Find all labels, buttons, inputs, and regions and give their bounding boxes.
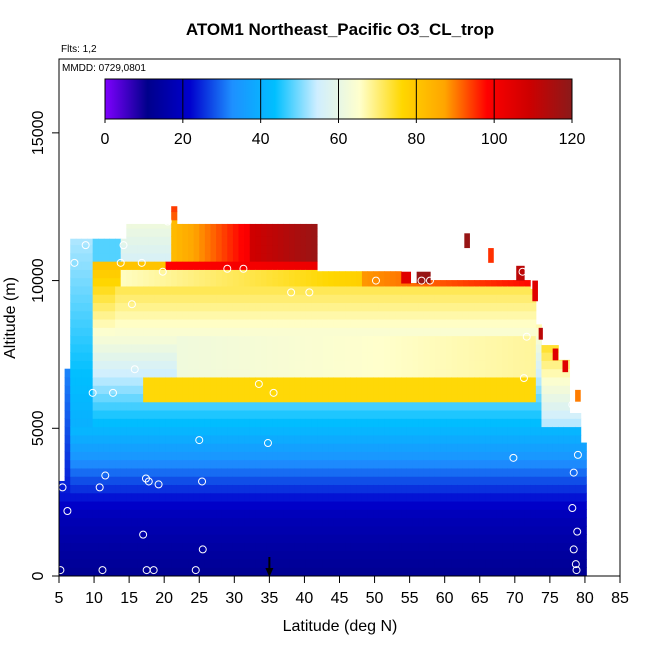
x-tick-label-10: 10 — [85, 590, 103, 607]
sample-point — [254, 379, 263, 388]
sample-point — [101, 471, 110, 480]
sample-point — [568, 400, 577, 409]
colorbar-tick-label-60: 60 — [330, 131, 348, 148]
x-tick-label-20: 20 — [155, 590, 173, 607]
colorbar-tick-label-120: 120 — [559, 131, 586, 148]
sample-point — [269, 388, 278, 397]
sample-point — [158, 267, 167, 276]
colorbar-tick-label-100: 100 — [481, 131, 508, 148]
x-tick-label-40: 40 — [296, 590, 314, 607]
sample-point — [287, 288, 296, 297]
colorbar-tick-label-0: 0 — [101, 131, 110, 148]
sample-point — [81, 241, 90, 250]
sample-point — [239, 264, 248, 273]
sample-point — [371, 276, 380, 285]
colorbar-tick-label-40: 40 — [252, 131, 270, 148]
sample-point — [154, 480, 163, 489]
sample-point — [95, 483, 104, 492]
sample-point — [139, 530, 148, 539]
latitude-marker — [265, 557, 274, 577]
sample-point — [568, 504, 577, 513]
flights-label: Flts: 1,2 — [61, 44, 97, 55]
dates-label: MMDD: 0729,0801 — [62, 63, 146, 74]
sample-point — [98, 566, 107, 575]
sample-point — [191, 566, 200, 575]
x-axis-label: Latitude (deg N) — [283, 618, 398, 635]
sample-point — [519, 374, 528, 383]
sample-point — [198, 545, 207, 554]
sample-point — [63, 507, 72, 516]
x-tick-label-65: 65 — [471, 590, 489, 607]
sample-point — [425, 276, 434, 285]
x-tick-label-75: 75 — [541, 590, 559, 607]
x-tick-label-30: 30 — [225, 590, 243, 607]
sample-point — [198, 477, 207, 486]
colorbar-tick-label-80: 80 — [407, 131, 425, 148]
sample-points — [56, 217, 582, 575]
sample-point — [144, 477, 153, 486]
sample-point — [130, 365, 139, 374]
x-tick-label-80: 80 — [576, 590, 594, 607]
x-axis: 5 10 15 20 25 30 35 40 45 50 55 60 65 70 75 80 85 — [55, 576, 629, 607]
sample-point — [127, 300, 136, 309]
sample-point — [518, 267, 527, 276]
x-tick-label-55: 55 — [401, 590, 419, 607]
sample-point — [305, 288, 314, 297]
y-tick-label-15000: 15000 — [30, 111, 47, 156]
x-tick-label-35: 35 — [260, 590, 278, 607]
colorbar-tick-label-20: 20 — [174, 131, 192, 148]
sample-point — [56, 566, 65, 575]
sample-point — [569, 545, 578, 554]
sample-point — [509, 453, 518, 462]
x-tick-label-60: 60 — [436, 590, 454, 607]
chart-title: ATOM1 Northeast_Pacific O3_CL_trop — [186, 20, 494, 39]
sample-point — [571, 560, 580, 569]
sample-point — [573, 450, 582, 459]
x-tick-label-70: 70 — [506, 590, 524, 607]
sample-point — [149, 566, 158, 575]
heatmap-cells — [59, 206, 587, 576]
sample-point — [137, 258, 146, 267]
y-axis-label: Altitude (m) — [2, 277, 19, 359]
x-tick-label-85: 85 — [611, 590, 629, 607]
sample-point — [163, 217, 172, 226]
sample-point — [70, 258, 79, 267]
y-tick-label-10000: 10000 — [30, 258, 47, 303]
sample-point — [263, 439, 272, 448]
sample-point — [417, 276, 426, 285]
colorbar: 0 20 40 60 80 100 120 — [101, 78, 586, 148]
sample-point — [569, 468, 578, 477]
y-tick-label-0: 0 — [30, 571, 47, 580]
x-tick-label-15: 15 — [120, 590, 138, 607]
sample-point — [88, 388, 97, 397]
x-tick-label-25: 25 — [190, 590, 208, 607]
sample-point — [572, 566, 581, 575]
x-tick-label-50: 50 — [366, 590, 384, 607]
sample-point — [522, 332, 531, 341]
y-axis: 0 5000 10000 15000 — [30, 111, 59, 580]
y-tick-label-5000: 5000 — [30, 410, 47, 446]
sample-point — [108, 388, 117, 397]
sample-point — [119, 241, 128, 250]
sample-point — [116, 258, 125, 267]
sample-point — [573, 527, 582, 536]
sample-point — [223, 264, 232, 273]
x-tick-label-45: 45 — [331, 590, 349, 607]
sample-point — [195, 436, 204, 445]
x-tick-label-5: 5 — [55, 590, 64, 607]
